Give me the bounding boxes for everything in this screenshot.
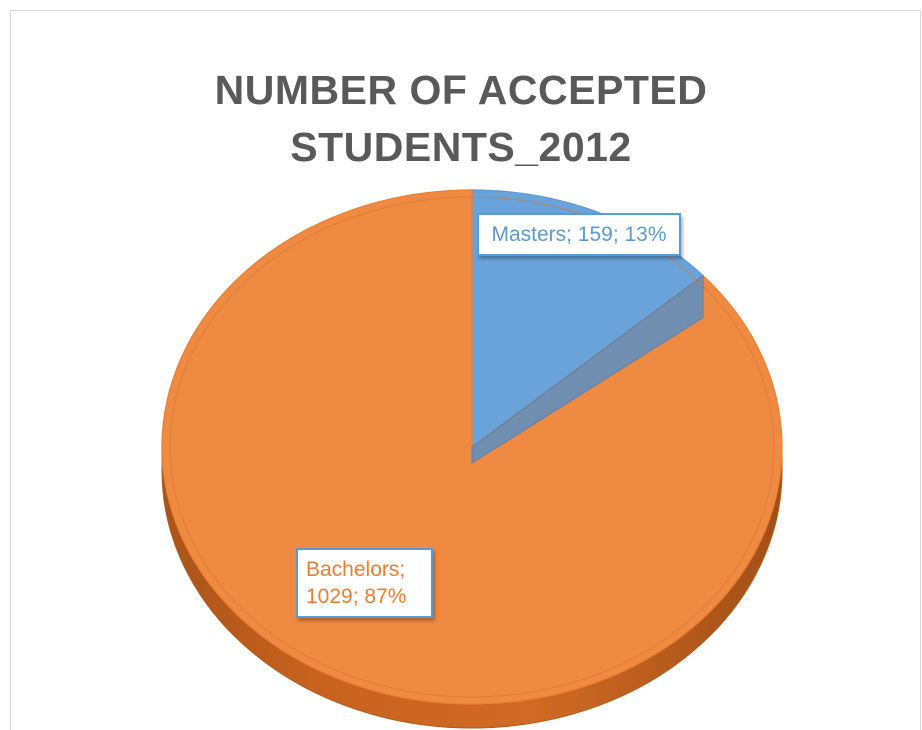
chart-title-line-1: NUMBER OF ACCEPTED bbox=[214, 67, 708, 113]
chart-title-line-2: STUDENTS_2012 bbox=[290, 124, 632, 170]
data-label-bachelors: Bachelors; 1029; 87% bbox=[296, 548, 433, 618]
data-label-masters: Masters; 159; 13% bbox=[477, 213, 681, 256]
pie-rim-highlight bbox=[169, 196, 775, 698]
pie-slice-masters-wall bbox=[471, 274, 704, 464]
